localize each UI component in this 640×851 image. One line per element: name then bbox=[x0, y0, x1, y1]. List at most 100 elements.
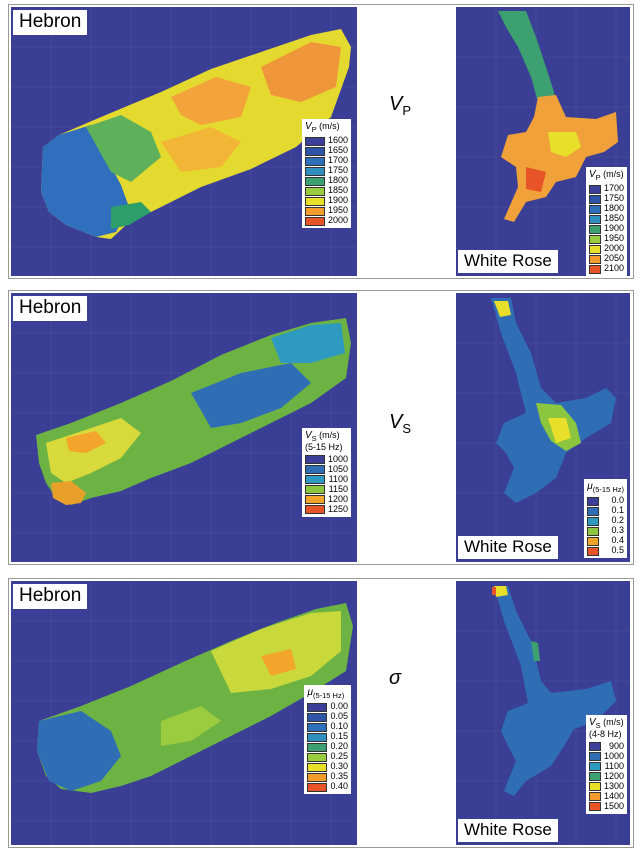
legend-swatch bbox=[588, 742, 601, 752]
legend-entry: 0.15 bbox=[307, 731, 348, 742]
legend-swatch bbox=[304, 136, 325, 146]
legend-value: 0.25 bbox=[330, 751, 348, 762]
legend-entry: 1100 bbox=[304, 473, 348, 485]
legend-swatch bbox=[307, 712, 328, 722]
legend-swatch bbox=[304, 176, 325, 186]
legend-value: 2050 bbox=[603, 253, 624, 264]
hebron-vp-legend: VP (m/s) 1600 1650 1700 1750 1800 1850 1900 195… bbox=[301, 119, 351, 229]
legend-value: 0.10 bbox=[330, 721, 348, 732]
legend-value: 1800 bbox=[327, 175, 348, 186]
hebron-vs-legend: VS (m/s) (5-15 Hz) 1000 1050 1100 1150 1200 12… bbox=[301, 428, 351, 517]
legend-swatch bbox=[304, 146, 325, 156]
legend-value: 2000 bbox=[603, 243, 624, 254]
hebron-vs-map: Hebron VS (m/s) (5-15 Hz) 1000 1050 1100 115… bbox=[11, 293, 357, 562]
vs-symbol: VS bbox=[389, 411, 412, 436]
legend-value: 1250 bbox=[327, 503, 348, 514]
white-rose-label: White Rose bbox=[458, 819, 558, 842]
legend-entry: 1800 bbox=[304, 175, 348, 186]
legend-entry: 1700 bbox=[304, 155, 348, 166]
vp-row: Hebron VP (m/s) 1600 1650 1700 1750 1800 1850… bbox=[8, 4, 634, 279]
legend-swatch bbox=[588, 234, 601, 244]
legend-value: 0.2 bbox=[611, 515, 624, 526]
legend-entry: 2050 bbox=[588, 253, 624, 264]
legend-entry: 0.35 bbox=[307, 771, 348, 782]
legend-swatch bbox=[304, 156, 325, 166]
legend-value: 1100 bbox=[328, 473, 348, 484]
legend-value: 900 bbox=[608, 740, 624, 751]
legend-value: 0.40 bbox=[330, 781, 348, 792]
legend-value: 1000 bbox=[603, 750, 624, 761]
legend-swatch bbox=[304, 455, 325, 465]
legend-entry: 0.20 bbox=[307, 741, 348, 752]
legend-swatch bbox=[304, 505, 325, 515]
legend-value: 1700 bbox=[603, 183, 624, 194]
legend-entry: 1900 bbox=[304, 195, 348, 206]
legend-entry: 1000 bbox=[588, 750, 624, 762]
legend-swatch bbox=[588, 214, 601, 224]
legend-swatch bbox=[304, 465, 325, 475]
legend-swatch bbox=[307, 722, 328, 732]
legend-entry: 1950 bbox=[304, 205, 348, 216]
legend-swatch bbox=[588, 792, 601, 802]
legend-value: 1200 bbox=[327, 493, 348, 504]
legend-entry: 1250 bbox=[304, 503, 348, 515]
vp-symbol: VP bbox=[389, 93, 412, 118]
legend-value: 0.5 bbox=[611, 545, 624, 556]
legend-value: 1400 bbox=[603, 790, 624, 801]
legend-swatch bbox=[587, 496, 600, 506]
sigma-symbol: σ bbox=[389, 667, 402, 689]
legend-entry: 0.25 bbox=[307, 751, 348, 762]
legend-entry: 1900 bbox=[588, 223, 624, 234]
legend-value: 1700 bbox=[327, 155, 348, 166]
legend-entry: 900 bbox=[588, 740, 624, 752]
legend-entry: 1950 bbox=[588, 233, 624, 244]
hebron-label: Hebron bbox=[13, 10, 88, 35]
hebron-vp-map: Hebron VP (m/s) 1600 1650 1700 1750 1800 1850… bbox=[11, 7, 357, 276]
legend-swatch bbox=[588, 762, 601, 772]
legend-swatch bbox=[304, 206, 325, 216]
legend-value: 0.35 bbox=[330, 771, 348, 782]
legend-swatch bbox=[304, 196, 325, 206]
legend-swatch bbox=[588, 244, 601, 254]
legend-entry: 1150 bbox=[304, 484, 348, 495]
legend-swatch bbox=[304, 186, 325, 196]
legend-entry: 0.4 bbox=[587, 535, 624, 546]
legend-value: 1200 bbox=[603, 770, 624, 781]
legend-value: 1900 bbox=[603, 223, 624, 234]
legend-swatch bbox=[587, 526, 600, 536]
legend-value: 1950 bbox=[327, 205, 348, 216]
white-rose-vp-map-graphic bbox=[456, 7, 630, 276]
legend-entry: 0.00 bbox=[307, 701, 348, 712]
legend-value: 1000 bbox=[327, 453, 348, 464]
hebron-vp-map-graphic bbox=[11, 7, 357, 276]
legend-value: 0.20 bbox=[330, 741, 348, 752]
legend-entry: 1850 bbox=[304, 185, 348, 196]
legend-entry: 1650 bbox=[304, 145, 348, 156]
legend-entry: 0.0 bbox=[587, 495, 624, 506]
legend-value: 1650 bbox=[327, 145, 348, 156]
legend-title: VP (m/s) bbox=[588, 169, 624, 182]
legend-entry: 1000 bbox=[304, 453, 348, 465]
legend-value: 2000 bbox=[327, 215, 348, 226]
legend-entry: 2000 bbox=[304, 215, 348, 226]
legend-value: 1050 bbox=[327, 463, 348, 474]
vs-row: Hebron VS (m/s) (5-15 Hz) 1000 1050 1100 115… bbox=[8, 290, 634, 565]
sigma-row: Hebron μ(5-15 Hz) 0.00 0.05 0.10 0.15 0.20 0.… bbox=[8, 578, 634, 848]
legend-title: μ(5-15 Hz) bbox=[307, 687, 345, 700]
legend-swatch bbox=[588, 752, 601, 762]
hebron-vs-map-graphic bbox=[11, 293, 357, 562]
legend-title: VS (m/s) (4-8 Hz) bbox=[588, 717, 624, 740]
hebron-label: Hebron bbox=[13, 584, 88, 609]
legend-entry: 0.1 bbox=[587, 505, 624, 516]
legend-entry: 0.3 bbox=[587, 525, 624, 536]
legend-swatch bbox=[307, 762, 328, 772]
legend-swatch bbox=[307, 752, 328, 762]
legend-swatch bbox=[304, 166, 325, 176]
legend-title: μ(5-15 Hz) bbox=[587, 481, 624, 494]
legend-entry: 1200 bbox=[588, 770, 624, 782]
legend-swatch bbox=[304, 216, 325, 226]
legend-value: 1100 bbox=[604, 760, 624, 771]
legend-swatch bbox=[588, 204, 601, 214]
legend-value: 1800 bbox=[603, 203, 624, 214]
white-rose-mu-map: White Rose μ(5-15 Hz) 0.0 0.1 0.2 0.3 0.4 0.5 bbox=[456, 293, 630, 562]
